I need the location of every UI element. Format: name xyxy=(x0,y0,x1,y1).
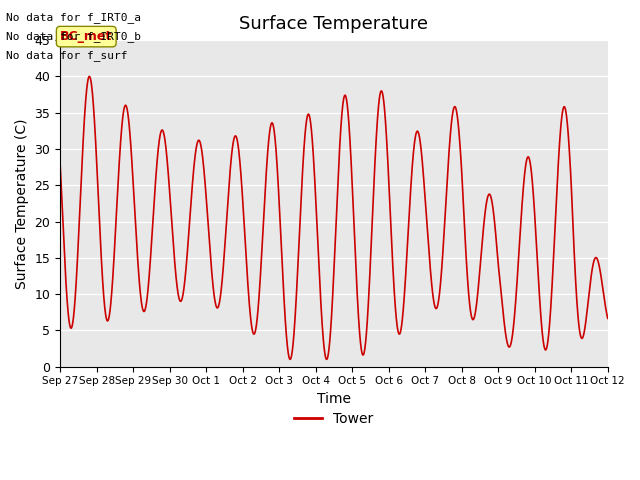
Text: BC_met: BC_met xyxy=(60,30,113,43)
Text: No data for f_IRT0_b: No data for f_IRT0_b xyxy=(6,31,141,42)
Text: No data for f_surf: No data for f_surf xyxy=(6,50,128,61)
Legend: Tower: Tower xyxy=(289,407,379,432)
Title: Surface Temperature: Surface Temperature xyxy=(239,15,428,33)
Text: No data for f_IRT0_a: No data for f_IRT0_a xyxy=(6,12,141,23)
Y-axis label: Surface Temperature (C): Surface Temperature (C) xyxy=(15,118,29,288)
X-axis label: Time: Time xyxy=(317,392,351,406)
